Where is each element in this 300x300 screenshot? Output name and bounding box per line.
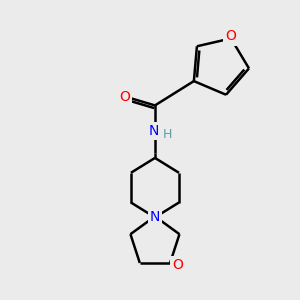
Text: O: O [226, 29, 236, 44]
Text: N: N [150, 210, 160, 224]
Text: H: H [163, 128, 172, 141]
Text: O: O [172, 258, 184, 272]
Text: N: N [149, 124, 159, 138]
Text: O: O [119, 89, 130, 103]
